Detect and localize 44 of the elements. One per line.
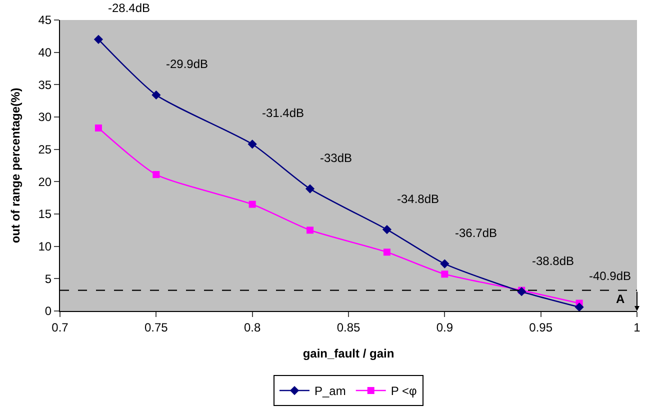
point	[248, 200, 256, 208]
x-tick-label: 0.9	[436, 320, 454, 334]
y-tick-label: 40	[38, 46, 52, 60]
legend-label: P_am	[314, 384, 346, 398]
point	[440, 259, 450, 268]
y-tick-label: 20	[38, 174, 52, 189]
y-tick-label: 15	[38, 207, 52, 222]
annotation: -28.4dB	[108, 1, 150, 15]
x-tick-label: 0.95	[529, 320, 553, 334]
point	[94, 124, 102, 132]
annotation: -36.7dB	[455, 226, 498, 240]
annotation: -33dB	[320, 151, 352, 165]
annotation: -31.4dB	[262, 106, 304, 120]
annotation: -38.8dB	[532, 254, 574, 268]
x-axis-title: gain_fault / gain	[302, 346, 394, 360]
point	[152, 171, 160, 178]
point	[517, 287, 526, 296]
annotation: -29.9dB	[166, 57, 208, 71]
point	[441, 270, 448, 278]
point	[382, 224, 392, 234]
x-tick-label: 0.85	[336, 320, 360, 334]
point	[94, 34, 104, 44]
point	[574, 302, 584, 312]
annotation: -40.9dB	[589, 269, 632, 283]
x-tick-label: 0.8	[244, 320, 261, 334]
y-tick-label: 0	[44, 304, 52, 318]
legend-label: P <φ	[390, 384, 417, 398]
y-tick-label: 5	[44, 272, 52, 286]
y-tick-label: 35	[38, 78, 52, 92]
annotation: -34.8dB	[397, 192, 440, 206]
x-tick-label: 1	[634, 320, 641, 334]
ref-line-label: A	[616, 292, 625, 306]
y-axis-title: out of range percentage(%)	[8, 88, 23, 244]
point	[248, 140, 257, 149]
y-tick-label: 10	[38, 240, 52, 254]
point	[305, 184, 315, 194]
x-tick-label: 0.75	[144, 320, 168, 334]
point	[152, 90, 161, 100]
point	[383, 248, 390, 256]
point	[306, 226, 314, 234]
y-tick-label: 30	[38, 110, 52, 124]
y-tick-label: 45	[38, 13, 52, 28]
x-tick-label: 0.7	[52, 320, 69, 334]
y-tick-label: 25	[38, 142, 52, 157]
